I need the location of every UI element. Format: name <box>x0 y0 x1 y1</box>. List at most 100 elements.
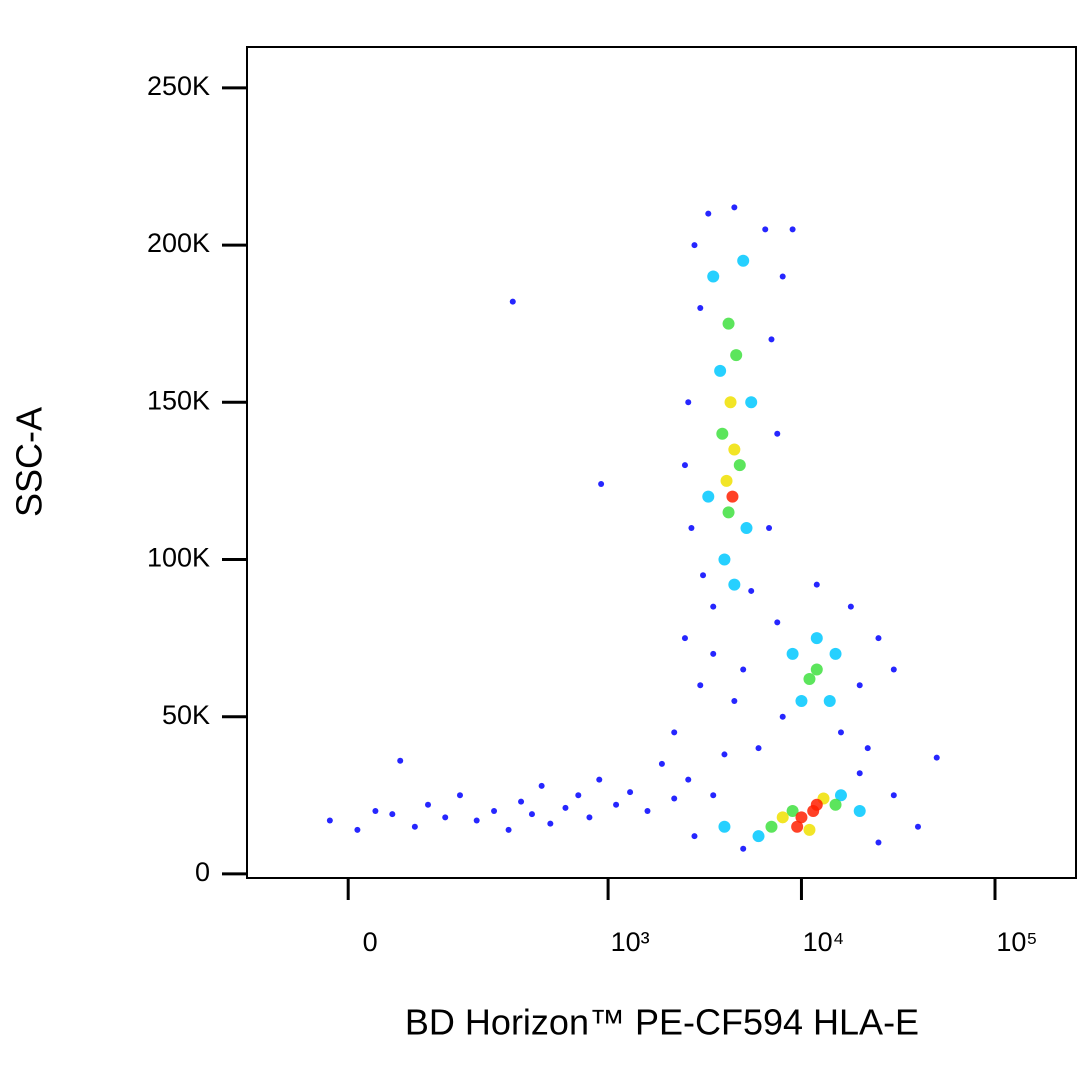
event-dot <box>914 823 921 830</box>
event-dot <box>726 490 739 503</box>
event-dot <box>875 839 882 846</box>
event-dot <box>786 805 799 818</box>
event-dot <box>752 830 765 843</box>
event-dot <box>755 745 762 752</box>
event-dot <box>685 399 692 406</box>
event-dot <box>847 603 854 610</box>
event-dot <box>834 789 847 802</box>
y-tick-label: 100K <box>147 543 210 573</box>
event-dot <box>710 792 717 799</box>
y-tick-label: 150K <box>147 385 210 415</box>
event-dot <box>733 459 746 472</box>
y-tick-label: 250K <box>147 71 210 101</box>
event-dot <box>856 770 863 777</box>
event-dot <box>354 826 361 833</box>
event-dot <box>613 801 620 808</box>
event-dot <box>810 663 823 676</box>
event-dot <box>795 694 808 707</box>
event-dot <box>473 817 480 824</box>
event-dot <box>491 808 498 815</box>
y-tick-label: 50K <box>162 700 210 730</box>
event-dot <box>933 754 940 761</box>
event-dot <box>442 814 449 821</box>
event-dot <box>776 811 789 824</box>
event-dot <box>864 745 871 752</box>
event-dot <box>702 490 715 503</box>
event-dot <box>768 336 775 343</box>
event-dot <box>509 298 516 305</box>
event-dot <box>803 823 816 836</box>
event-dot <box>837 729 844 736</box>
event-dot <box>681 462 688 469</box>
event-dot <box>688 525 695 532</box>
event-dot <box>890 792 897 799</box>
y-tick-label: 200K <box>147 228 210 258</box>
event-dot <box>538 782 545 789</box>
event-dot <box>724 396 737 409</box>
event-dot <box>720 474 733 487</box>
event-dot <box>596 776 603 783</box>
event-dot <box>774 430 781 437</box>
event-dot <box>762 226 769 233</box>
event-dot <box>731 697 738 704</box>
event-dot <box>326 817 333 824</box>
x-tick-label: 10³ <box>611 927 650 957</box>
event-dot <box>685 776 692 783</box>
event-dot <box>691 242 698 249</box>
event-dot <box>456 792 463 799</box>
event-dot <box>765 820 778 833</box>
event-dot <box>707 270 720 283</box>
x-tick-label: 10⁴ <box>803 927 845 957</box>
event-dot <box>411 823 418 830</box>
event-dot <box>716 427 729 440</box>
event-dot <box>705 210 712 217</box>
event-dot <box>740 666 747 673</box>
event-dot <box>856 682 863 689</box>
event-dot <box>389 811 396 818</box>
event-dot <box>691 833 698 840</box>
event-dot <box>721 751 728 758</box>
plot-frame <box>246 46 1077 879</box>
event-dot <box>803 672 816 685</box>
event-dot <box>372 808 379 815</box>
event-dot <box>505 826 512 833</box>
event-dot <box>518 798 525 805</box>
event-dot <box>774 619 781 626</box>
event-dot <box>795 811 808 824</box>
event-dot <box>710 603 717 610</box>
event-dot <box>748 587 755 594</box>
event-dot <box>786 647 799 660</box>
event-dot <box>810 798 823 811</box>
event-dot <box>789 226 796 233</box>
event-dot <box>722 506 735 519</box>
event-dot <box>528 811 535 818</box>
x-tick-label: 0 <box>363 927 378 957</box>
event-dot <box>875 635 882 642</box>
event-dot <box>718 820 731 833</box>
y-axis-title: SSC-A <box>9 407 50 517</box>
event-dot <box>810 632 823 645</box>
event-dot <box>745 396 758 409</box>
event-dot <box>728 578 741 591</box>
event-dot <box>671 795 678 802</box>
event-dot <box>829 798 842 811</box>
event-dot <box>644 808 651 815</box>
event-dot <box>681 635 688 642</box>
event-dot <box>671 729 678 736</box>
event-dot <box>562 804 569 811</box>
event-dot <box>598 481 605 488</box>
y-tick-label: 0 <box>195 857 210 887</box>
event-dot <box>627 789 634 796</box>
event-dot <box>710 650 717 657</box>
event-dot <box>658 760 665 767</box>
event-dot <box>779 713 786 720</box>
event-dot <box>700 572 707 579</box>
event-dot <box>722 317 735 330</box>
event-dot <box>829 647 842 660</box>
event-dot <box>740 522 753 535</box>
event-dot <box>766 525 773 532</box>
event-dot <box>740 845 747 852</box>
x-tick-label: 10⁵ <box>996 927 1037 957</box>
event-dot <box>779 273 786 280</box>
